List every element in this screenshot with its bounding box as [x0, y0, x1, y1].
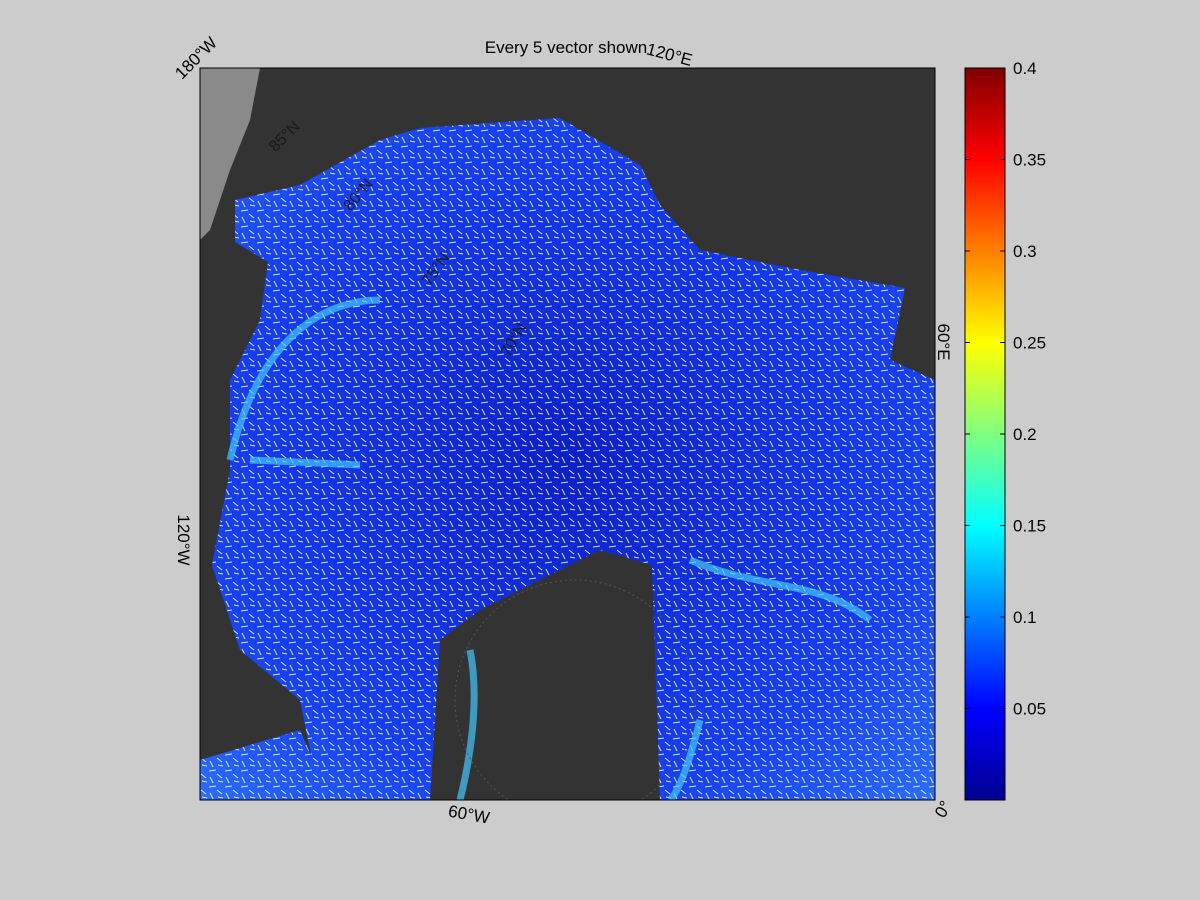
colorbar-tick-label: 0.1 — [1013, 608, 1037, 627]
colorbar-tick-label: 0.4 — [1013, 59, 1037, 78]
lon-label: 0° — [931, 797, 956, 821]
colorbar-tick-label: 0.3 — [1013, 242, 1037, 261]
colorbar-ticks: 0.05 0.1 0.15 0.2 0.25 0.3 0.35 0.4 — [965, 59, 1046, 719]
lon-label: 120°E — [644, 39, 694, 69]
map-frame — [199, 67, 936, 801]
lon-label: 60°E — [934, 323, 953, 360]
colorbar-tick-label: 0.25 — [1013, 334, 1046, 353]
fast-currents — [226, 296, 873, 800]
velocity-vectors — [200, 118, 935, 800]
lon-label: 120°W — [174, 514, 193, 565]
map — [200, 68, 935, 800]
colorbar-tick-label: 0.35 — [1013, 151, 1046, 170]
colorbar — [964, 67, 1006, 801]
land-light — [200, 68, 260, 240]
lon-label: 60°W — [447, 802, 491, 828]
colorbar-tick-label: 0.2 — [1013, 425, 1037, 444]
lat-circle — [454, 579, 696, 800]
title: Every 5 vector shown — [485, 38, 648, 57]
colorbar-tick-label: 0.15 — [1013, 517, 1046, 536]
colorbar-tick-label: 0.05 — [1013, 700, 1046, 719]
